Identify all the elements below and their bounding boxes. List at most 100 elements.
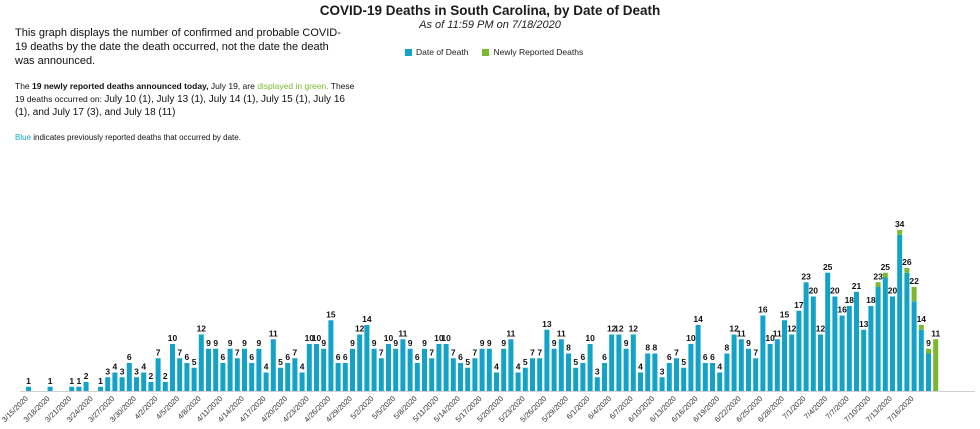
legend-item-newly-reported: Newly Reported Deaths xyxy=(482,47,583,57)
bar-newly-reported xyxy=(875,282,881,287)
bar-date-of-death xyxy=(602,363,607,392)
data-label: 7 xyxy=(235,347,240,357)
data-label: 4 xyxy=(264,362,269,372)
bar-date-of-death xyxy=(544,329,550,392)
bar-date-of-death xyxy=(688,344,694,392)
bar-date-of-death xyxy=(652,353,658,392)
data-label: 6 xyxy=(710,352,715,362)
bar-date-of-death xyxy=(220,363,226,392)
data-label: 3 xyxy=(134,366,139,376)
data-label: 10 xyxy=(441,333,451,343)
bar-date-of-death xyxy=(328,320,334,392)
bar-date-of-death xyxy=(314,344,319,392)
data-label: 4 xyxy=(717,362,722,372)
bar-date-of-death xyxy=(645,353,651,392)
bar-date-of-death xyxy=(846,306,852,392)
data-label: 3 xyxy=(105,366,110,376)
bar-date-of-death xyxy=(378,358,384,392)
data-label: 12 xyxy=(629,324,639,334)
bar-date-of-death xyxy=(458,363,463,392)
data-label: 8 xyxy=(566,343,571,353)
data-label: 9 xyxy=(206,338,211,348)
bar-date-of-death xyxy=(342,363,348,392)
bar-date-of-death xyxy=(695,325,701,392)
data-label: 5 xyxy=(681,357,686,367)
data-label: 9 xyxy=(926,338,931,348)
data-label: 9 xyxy=(213,338,218,348)
bar-date-of-death xyxy=(767,344,773,392)
bar-date-of-death xyxy=(494,372,499,392)
data-label: 9 xyxy=(393,338,398,348)
data-label: 9 xyxy=(321,338,326,348)
data-label: 8 xyxy=(725,343,730,353)
bar-date-of-death xyxy=(868,306,874,392)
bar-date-of-death xyxy=(810,296,816,392)
data-label: 10 xyxy=(312,333,322,343)
data-label: 5 xyxy=(465,357,470,367)
bar-date-of-death xyxy=(839,315,845,392)
data-label: 12 xyxy=(614,324,624,334)
data-label: 7 xyxy=(293,347,298,357)
bar-date-of-death xyxy=(393,348,399,392)
bar-date-of-death xyxy=(321,348,327,392)
bar-date-of-death xyxy=(861,329,867,392)
legend-swatch-blue xyxy=(405,48,412,56)
bar-date-of-death xyxy=(227,348,233,392)
note-green-text: displayed in green. xyxy=(257,81,329,91)
data-label: 6 xyxy=(581,352,586,362)
bar-date-of-death xyxy=(335,363,341,392)
data-label: 6 xyxy=(185,352,190,362)
bar-date-of-death xyxy=(774,339,780,392)
data-label: 10 xyxy=(765,333,775,343)
bar-date-of-death xyxy=(198,334,204,392)
data-label: 12 xyxy=(607,324,617,334)
legend-label: Newly Reported Deaths xyxy=(493,47,584,57)
data-label: 10 xyxy=(686,333,696,343)
data-label: 20 xyxy=(888,286,898,296)
data-label: 1 xyxy=(77,376,82,386)
bar-date-of-death xyxy=(465,367,471,392)
chart-legend: Date of Death Newly Reported Deaths xyxy=(405,47,583,57)
chart-description: This graph displays the number of confir… xyxy=(15,27,341,67)
data-label: 9 xyxy=(257,338,262,348)
bar-date-of-death xyxy=(306,344,312,392)
data-label: 6 xyxy=(458,352,463,362)
bar-date-of-death xyxy=(105,377,111,392)
data-label: 9 xyxy=(487,338,492,348)
bar-date-of-death xyxy=(177,358,183,392)
bar-newly-reported xyxy=(933,339,939,392)
data-label: 9 xyxy=(746,338,751,348)
bar-date-of-death xyxy=(472,358,478,392)
data-label: 6 xyxy=(336,352,341,362)
bar-date-of-death xyxy=(119,377,125,392)
blue-explanation-note: Blue indicates previously reported death… xyxy=(15,133,360,142)
data-label: 12 xyxy=(197,324,207,334)
note-blue-word: Blue xyxy=(15,133,32,142)
bar-date-of-death xyxy=(731,334,737,392)
data-label: 23 xyxy=(801,271,811,281)
data-label: 10 xyxy=(434,333,444,343)
data-label: 6 xyxy=(343,352,348,362)
data-label: 12 xyxy=(729,324,739,334)
bar-date-of-death xyxy=(825,272,831,392)
data-label: 11 xyxy=(931,328,940,338)
bar-date-of-death xyxy=(364,325,370,392)
bar-date-of-death xyxy=(515,372,521,392)
note-text: These 19 deaths occurred on: xyxy=(15,81,355,104)
data-label: 16 xyxy=(758,305,768,315)
data-label: 7 xyxy=(537,347,542,357)
data-label: 7 xyxy=(753,347,758,357)
data-label: 13 xyxy=(542,319,552,329)
bar-date-of-death xyxy=(638,372,643,392)
bar-date-of-death xyxy=(904,272,910,392)
bar-date-of-death xyxy=(666,363,672,392)
bar-date-of-death xyxy=(148,382,154,392)
data-label: 9 xyxy=(480,338,485,348)
bar-date-of-death xyxy=(414,363,420,392)
data-label: 9 xyxy=(372,338,377,348)
bar-date-of-death xyxy=(69,386,75,392)
bar-date-of-death xyxy=(285,363,291,392)
bar-date-of-death xyxy=(213,348,219,392)
bar-date-of-death xyxy=(443,344,449,392)
bar-date-of-death xyxy=(566,353,571,392)
